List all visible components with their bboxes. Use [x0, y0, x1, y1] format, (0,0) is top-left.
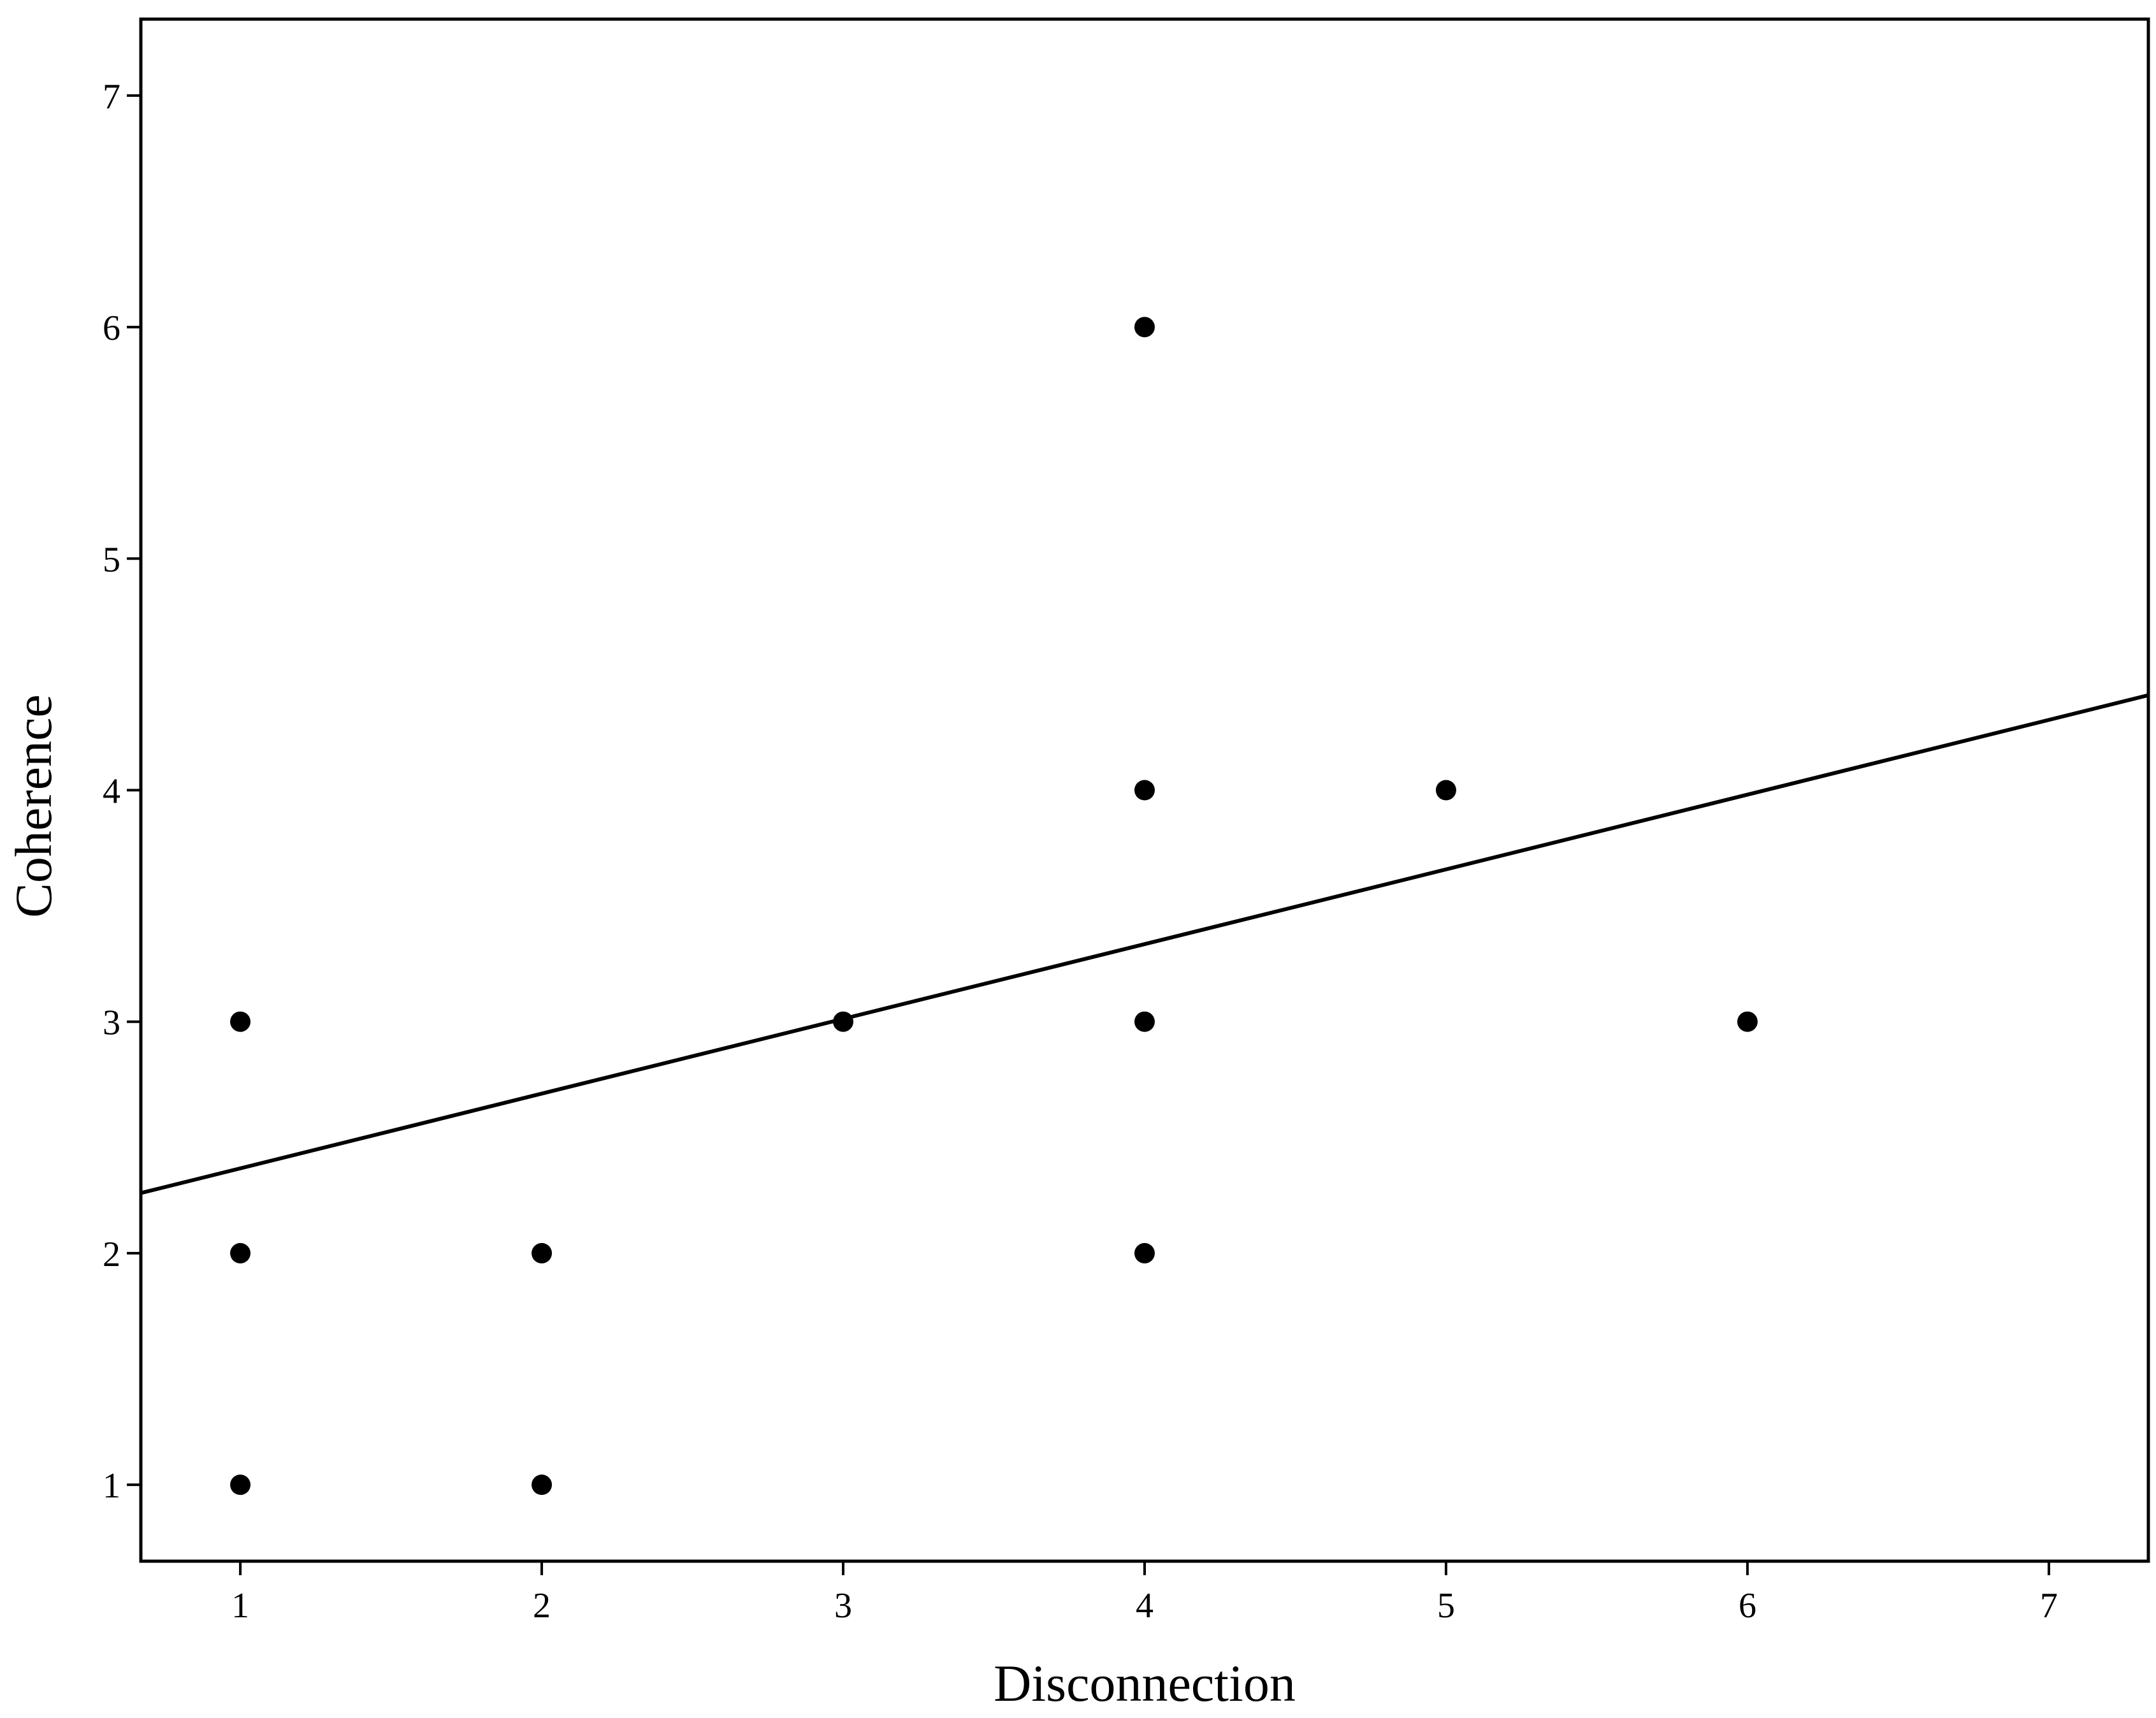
- data-point: [230, 1474, 251, 1496]
- data-point: [833, 1011, 854, 1032]
- y-tick-label: 1: [103, 1466, 120, 1506]
- data-point: [1134, 1242, 1155, 1263]
- y-tick-label: 6: [103, 309, 120, 348]
- data-point: [1737, 1011, 1758, 1032]
- y-tick-label: 2: [103, 1235, 120, 1274]
- plot-area: 1 2 3 4 5 6 7 1 2 3 4 5 6 7: [103, 17, 2150, 1626]
- x-axis-title: Disconnection: [994, 1654, 1296, 1712]
- y-tick-label: 7: [103, 77, 120, 117]
- data-point: [230, 1011, 251, 1032]
- x-tick-label: 6: [1739, 1586, 1756, 1626]
- x-tick-label: 3: [834, 1586, 852, 1626]
- data-point: [1134, 317, 1155, 338]
- fit-line: [141, 693, 2148, 1195]
- data-point: [230, 1242, 251, 1263]
- x-tick-label: 4: [1136, 1586, 1154, 1626]
- y-tick-label: 4: [103, 772, 120, 812]
- x-tick-label: 7: [2040, 1586, 2058, 1626]
- data-point: [532, 1242, 553, 1263]
- data-point: [1435, 780, 1456, 801]
- data-point: [1134, 780, 1155, 801]
- x-tick-label: 1: [231, 1586, 249, 1626]
- y-tick-label: 3: [103, 1003, 120, 1043]
- y-tick-label: 5: [103, 540, 120, 579]
- y-axis-title: Coherence: [4, 694, 62, 918]
- x-tick-label: 2: [533, 1586, 551, 1626]
- x-tick-label: 5: [1437, 1586, 1455, 1626]
- data-point: [1134, 1011, 1155, 1032]
- data-point: [532, 1474, 553, 1496]
